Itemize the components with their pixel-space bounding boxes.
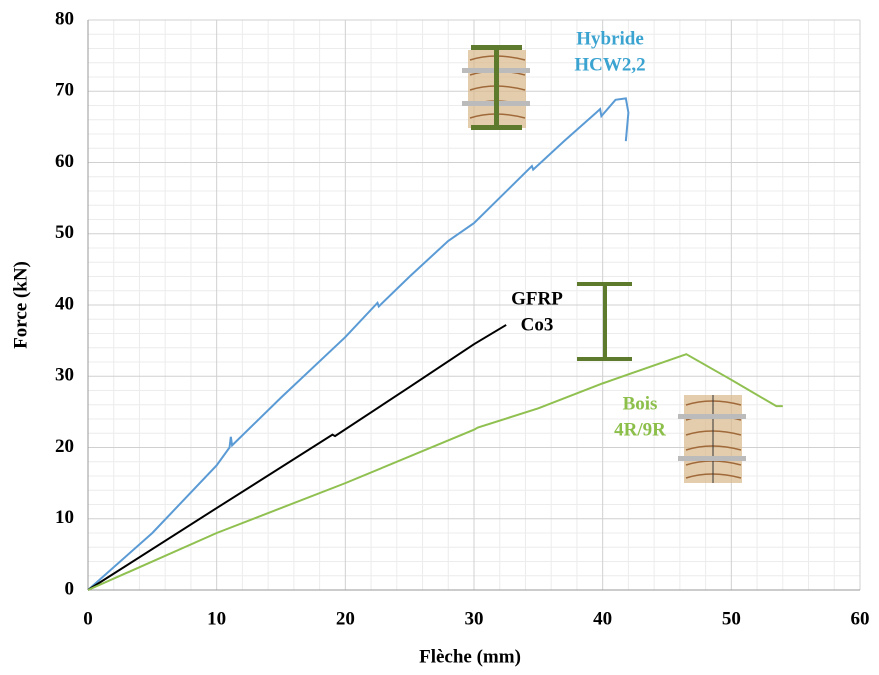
x-tick-label: 40 bbox=[593, 608, 612, 629]
annotation: GFRP bbox=[511, 288, 563, 309]
annotation: Co3 bbox=[521, 314, 554, 335]
y-tick-label: 70 bbox=[55, 80, 74, 101]
y-axis-label: Force (kN) bbox=[10, 261, 31, 349]
series-line bbox=[87, 324, 507, 591]
x-tick-label: 50 bbox=[722, 608, 741, 629]
x-tick-label: 10 bbox=[207, 608, 226, 629]
plot: 0 10 20 30 40 50 60 0 10 20 30 40 50 60 70 80 Hybride HCW… bbox=[55, 8, 870, 629]
x-tick-label: 0 bbox=[83, 608, 93, 629]
y-tick-label: 0 bbox=[65, 578, 75, 599]
y-tick-label: 60 bbox=[55, 151, 74, 172]
y-tick-label: 30 bbox=[55, 365, 74, 386]
hybrid-section-icon bbox=[462, 45, 530, 130]
y-tick-label: 40 bbox=[55, 293, 74, 314]
x-tick-label: 20 bbox=[336, 608, 355, 629]
annotation: HCW2,2 bbox=[574, 54, 645, 75]
y-tick-label: 20 bbox=[55, 436, 74, 457]
annotation: 4R/9R bbox=[614, 419, 666, 440]
series-line bbox=[87, 97, 630, 591]
y-tick-label: 80 bbox=[55, 8, 74, 29]
annotation: Hybride bbox=[576, 28, 644, 49]
series-line bbox=[87, 353, 783, 591]
wood-section-icon bbox=[678, 395, 746, 483]
gfrp-section-icon bbox=[577, 282, 632, 361]
x-tick-label: 60 bbox=[851, 608, 870, 629]
annotation: Bois bbox=[623, 393, 658, 414]
y-tick-label: 10 bbox=[55, 507, 74, 528]
x-axis-label: Flèche (mm) bbox=[419, 646, 521, 667]
x-tick-label: 30 bbox=[465, 608, 484, 629]
y-tick-label: 50 bbox=[55, 222, 74, 243]
